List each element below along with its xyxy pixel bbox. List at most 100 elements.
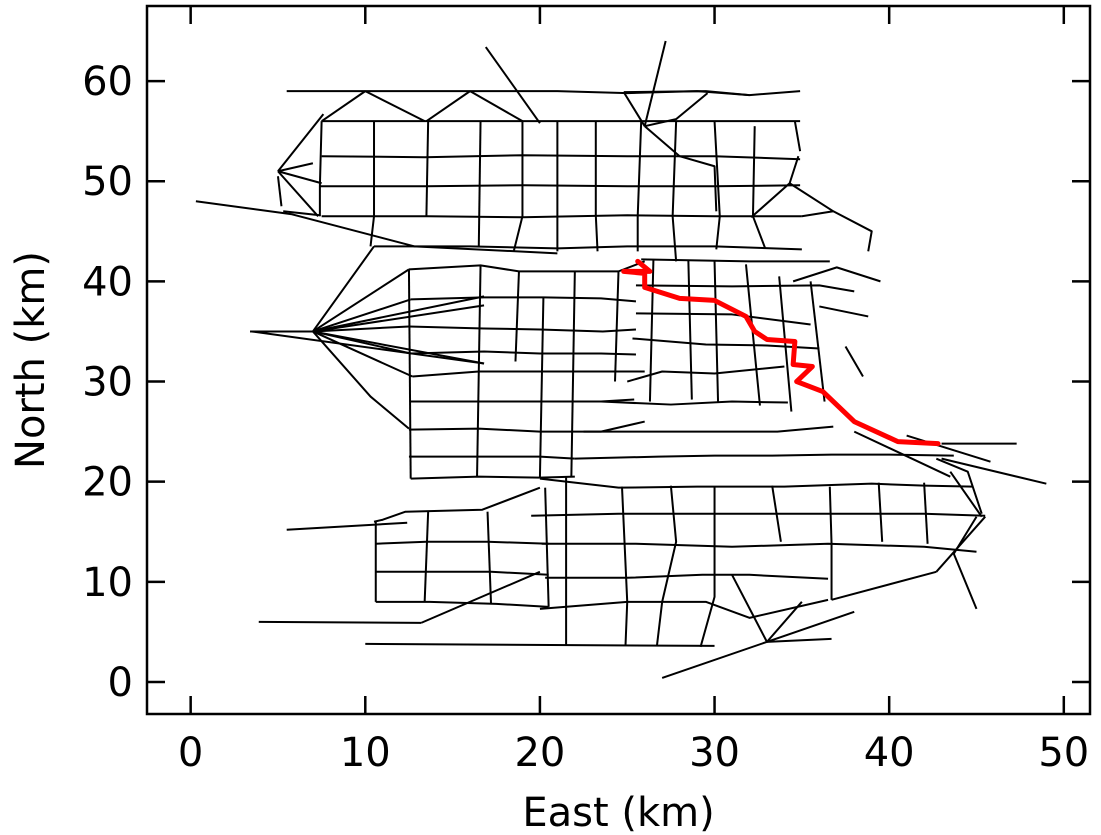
network-segment	[731, 574, 768, 643]
network-segment	[408, 325, 637, 333]
network-segment	[699, 486, 716, 648]
network-segment	[283, 210, 320, 217]
network-segment	[312, 295, 485, 333]
network-segment	[641, 258, 830, 263]
network-segment	[514, 271, 520, 362]
network-segment	[311, 245, 410, 430]
network-segment	[541, 542, 977, 553]
network-segment	[425, 90, 471, 122]
network-segment	[477, 121, 482, 247]
network-segment	[408, 260, 646, 273]
plot-area	[195, 40, 1047, 679]
network-segment	[643, 40, 667, 127]
network-segment	[412, 370, 645, 378]
network-segment	[793, 120, 802, 152]
network-segment	[312, 330, 413, 378]
network-segment	[539, 477, 974, 489]
network-segment	[544, 487, 550, 607]
network-segment	[312, 298, 412, 333]
y-tick-label: 30	[82, 360, 133, 406]
network-segment	[420, 570, 541, 624]
network-segment	[661, 610, 855, 679]
network-segment	[844, 345, 864, 378]
network-segment	[486, 511, 493, 604]
network-segment	[766, 637, 832, 643]
network-segment	[277, 170, 322, 185]
tick-marks	[147, 6, 1090, 714]
network-segment	[819, 305, 869, 318]
network-segment	[312, 330, 485, 365]
network-segment	[407, 269, 412, 479]
y-tick-label: 50	[82, 159, 133, 205]
network-segment	[531, 512, 986, 517]
network-segment	[276, 176, 283, 207]
network-segment	[410, 350, 636, 356]
network-segment	[469, 90, 523, 123]
network-segment	[941, 457, 1047, 485]
network-segment	[622, 91, 646, 127]
y-tick-label: 10	[82, 560, 133, 606]
network-segment	[766, 601, 803, 643]
network-segment	[423, 511, 430, 602]
network-segment	[620, 486, 629, 646]
network-segment	[713, 121, 721, 250]
network-segment	[375, 570, 549, 576]
network-segment	[373, 486, 541, 523]
network-segment	[626, 365, 785, 383]
network-segment	[410, 296, 637, 303]
network-segment	[408, 420, 645, 433]
network-segment	[312, 268, 410, 333]
network-segment	[538, 297, 545, 478]
network-segment	[789, 182, 873, 252]
network-segment	[687, 260, 693, 400]
network-segment	[375, 600, 549, 608]
network-segment	[828, 486, 833, 544]
network-segment	[312, 304, 485, 333]
network-segment	[923, 482, 929, 544]
network-segment	[751, 126, 767, 249]
network-segment	[623, 90, 750, 97]
network-segment	[809, 281, 826, 402]
network-segment	[476, 265, 482, 477]
network-segment	[635, 312, 811, 326]
network-segment	[952, 516, 978, 610]
network-segment	[570, 271, 576, 477]
network-segment	[831, 570, 937, 601]
network-segment	[750, 155, 800, 219]
network-segment	[319, 184, 801, 188]
network-segment	[321, 90, 366, 122]
network-segment	[713, 261, 720, 402]
network-segment	[671, 121, 678, 262]
network-segment	[312, 325, 409, 333]
network-segment	[425, 121, 430, 217]
x-tick-label: 20	[514, 730, 565, 776]
network-segment	[321, 214, 802, 219]
tick-labels: 0 10 20 30 40 50 0 10 20 30 40 50 60	[82, 59, 1089, 776]
network-segment	[906, 434, 991, 463]
y-tick-label: 60	[82, 59, 133, 105]
network-segment	[251, 330, 485, 365]
network-segment	[771, 485, 782, 542]
network-segment	[644, 125, 718, 212]
road-network	[195, 40, 1047, 679]
network-segment	[778, 276, 793, 412]
network-segment	[655, 485, 678, 647]
network-segment	[935, 516, 986, 573]
network-segment	[318, 121, 323, 217]
network-segment	[614, 271, 620, 382]
network-segment	[644, 92, 709, 128]
y-axis-label: North (km)	[8, 251, 54, 469]
x-axis-label: East (km)	[522, 790, 714, 835]
y-tick-label: 20	[82, 460, 133, 506]
network-segment	[375, 540, 549, 545]
network-segment	[539, 598, 829, 619]
network-segment	[512, 121, 524, 252]
network-segment	[410, 398, 635, 403]
network-segment	[594, 121, 599, 252]
x-tick-label: 40	[864, 730, 915, 776]
axes-frame	[145, 4, 1092, 716]
network-segment	[321, 154, 801, 161]
network-segment	[648, 259, 655, 402]
network-segment	[574, 453, 954, 460]
